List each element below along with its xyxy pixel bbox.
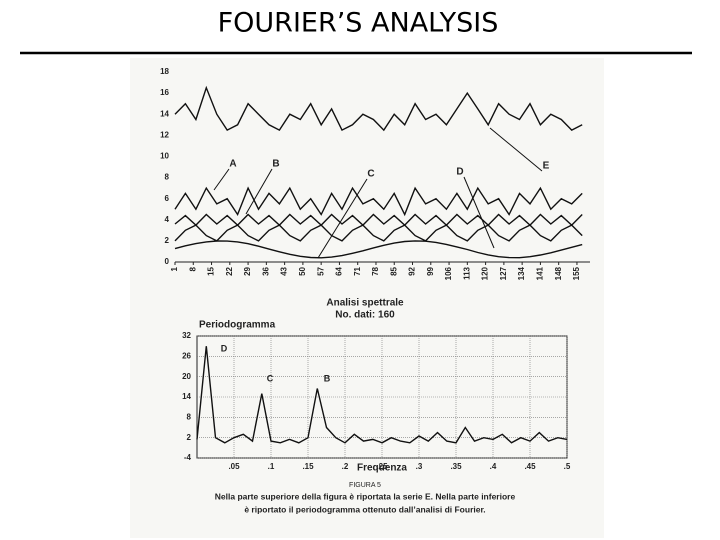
x-tick-label: .35 (450, 462, 462, 471)
annotation-arrow (213, 168, 230, 191)
x-tick-label: 148 (554, 266, 563, 280)
y-tick-label: 14 (160, 109, 169, 118)
x-tick-label: 15 (207, 266, 216, 275)
annotation-arrow (463, 176, 495, 249)
x-tick-label: 120 (481, 266, 490, 280)
y-tick-label: 6 (165, 194, 170, 203)
data-line (174, 186, 583, 217)
x-tick-label: 43 (280, 266, 289, 275)
chart-title: Analisi spettrale (326, 298, 404, 309)
data-line (174, 240, 583, 259)
x-tick-label: 85 (389, 266, 398, 275)
annotation: C (267, 373, 274, 383)
x-tick-label: .3 (416, 462, 423, 471)
x-tick-label: .05 (228, 462, 240, 471)
data-line (174, 213, 583, 227)
y-tick-label: 14 (182, 392, 191, 401)
chart-title: Periodogramma (199, 320, 276, 331)
x-axis-label: Frequenza (357, 463, 407, 474)
data-line (174, 224, 583, 242)
x-tick-label: 50 (298, 266, 307, 275)
x-tick-label: 8 (188, 266, 197, 271)
x-tick-label: 36 (261, 266, 270, 275)
y-tick-label: 32 (182, 331, 191, 340)
annotation: B (272, 159, 279, 170)
data-line (174, 85, 583, 132)
caption-line: Nella parte superiore della figura è rip… (215, 491, 516, 501)
y-tick-label: 16 (160, 88, 169, 97)
annotation: A (229, 159, 236, 170)
x-tick-label: .45 (524, 462, 536, 471)
x-tick-label: .2 (342, 462, 349, 471)
x-tick-label: .25 (376, 462, 388, 471)
caption-label: FIGURA 5 (349, 482, 381, 489)
x-tick-label: 57 (316, 266, 325, 275)
annotation-arrow (489, 127, 543, 172)
x-tick-label: 155 (572, 266, 581, 280)
y-tick-label: 8 (187, 412, 192, 421)
annotation: D (221, 343, 228, 353)
annotation: B (324, 373, 331, 383)
x-tick-label: 134 (517, 266, 526, 280)
x-tick-label: 99 (426, 266, 435, 275)
y-tick-label: 12 (160, 130, 169, 139)
y-tick-label: 2 (165, 236, 170, 245)
x-tick-label: .4 (490, 462, 497, 471)
y-tick-label: 20 (182, 372, 191, 381)
x-tick-label: 1 (170, 266, 179, 271)
annotation: C (367, 169, 374, 180)
x-tick-label: 78 (371, 266, 380, 275)
y-tick-label: 2 (187, 433, 192, 442)
x-tick-label: .5 (564, 462, 571, 471)
x-tick-label: 127 (499, 266, 508, 280)
chart-subtitle: No. dati: 160 (335, 310, 395, 321)
slide-title: FOURIER’S ANALYSIS (218, 8, 499, 39)
x-tick-label: .1 (268, 462, 275, 471)
data-line (196, 346, 568, 444)
x-tick-label: .15 (302, 462, 314, 471)
y-tick-label: 0 (165, 257, 170, 266)
annotation: E (543, 161, 550, 172)
x-tick-label: 113 (462, 266, 471, 279)
caption-line: è riportato il periodogramma ottenuto da… (244, 504, 485, 514)
y-tick-label: 18 (160, 67, 169, 76)
annotation-arrow (317, 178, 368, 259)
y-tick-label: 26 (182, 351, 191, 360)
y-tick-label: 8 (165, 173, 170, 182)
annotation: D (456, 167, 463, 178)
x-tick-label: 22 (225, 266, 234, 275)
x-tick-label: 64 (335, 266, 344, 275)
x-tick-label: 141 (536, 266, 545, 280)
x-tick-label: 106 (444, 266, 453, 280)
x-tick-label: 29 (243, 266, 252, 275)
y-tick-label: 10 (160, 152, 169, 161)
y-tick-label: 4 (165, 215, 170, 224)
annotation-arrow (245, 168, 273, 215)
y-tick-label: -4 (184, 453, 192, 462)
x-tick-label: 71 (353, 266, 362, 275)
x-tick-label: 92 (408, 266, 417, 275)
